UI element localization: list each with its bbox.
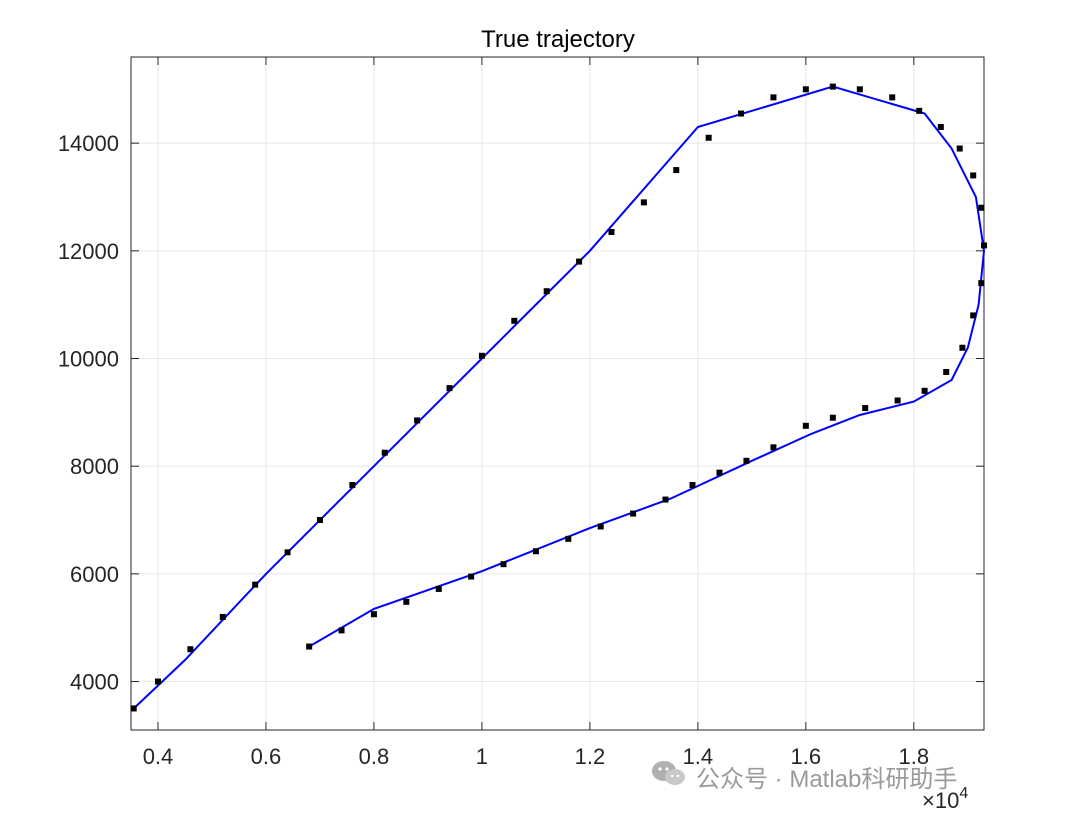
x-tick-label: 1.4 [683,744,714,769]
y-tick-label: 8000 [70,454,119,479]
trajectory-marker [743,457,750,464]
trajectory-marker [981,242,987,249]
trajectory-marker [219,613,226,620]
y-tick-label: 6000 [70,562,119,587]
watermark-text: 公众号 · Matlab科研助手 [696,766,958,793]
trajectory-marker [511,317,518,324]
measurement-markers [130,83,987,712]
x-exponent-power: 4 [959,785,968,802]
trajectory-marker [894,397,901,404]
trajectory-marker [349,482,356,489]
y-tick-label: 4000 [70,670,119,695]
trajectory-marker [597,523,604,530]
trajectory-marker [829,83,836,90]
x-tick-labels: 0.4 0.6 0.8 1 1.2 1.4 1.6 1.8 [143,744,929,769]
trajectory-marker [705,134,712,141]
y-tick-label: 10000 [58,347,119,372]
trajectory-marker [543,288,550,295]
y-tick-label: 14000 [58,131,119,156]
trajectory-marker [154,678,161,685]
trajectory-marker [478,352,485,359]
trajectory-marker [608,228,615,235]
trajectory-marker [446,385,453,392]
trajectory-marker [468,573,475,580]
trajectory-marker [565,535,572,542]
trajectory-marker [673,167,680,174]
trajectory-marker [435,585,442,592]
tick-marks [131,57,984,730]
trajectory-marker [640,199,647,206]
y-tick-labels: 4000 6000 8000 10000 12000 14000 [58,131,119,694]
trajectory-marker [187,646,194,653]
x-tick-label: 1.6 [791,744,822,769]
trajectory-marker [856,86,863,93]
trajectory-marker [802,422,809,429]
trajectory-marker [306,643,313,650]
trajectory-marker [576,258,583,265]
trajectory-marker [403,598,410,605]
watermark: 公众号 · Matlab科研助手 [650,758,957,795]
trajectory-marker [970,172,977,179]
trajectory-marker [370,611,377,618]
trajectory-marker [802,86,809,93]
trajectory-marker [959,344,966,351]
trajectory-marker [689,482,696,489]
x-tick-label: 0.6 [251,744,282,769]
trajectory-marker [630,510,637,517]
trajectory-marker [921,387,928,394]
grid-lines [131,57,984,730]
trajectory-marker [716,469,723,476]
trajectory-marker [532,548,539,555]
trajectory-marker [916,107,923,114]
axes-frame [130,56,985,731]
x-tick-label: 0.4 [143,744,174,769]
trajectory-marker [316,517,323,524]
x-tick-label: 0.8 [359,744,390,769]
trajectory-marker [889,94,896,101]
trajectory-marker [500,561,507,568]
trajectory-marker [943,368,950,375]
trajectory-marker [956,145,963,152]
trajectory-marker [970,312,977,319]
x-exponent-label: ×104 [922,785,968,813]
trajectory-marker [978,204,985,211]
trajectory-marker [338,627,345,634]
trajectory-marker [770,94,777,101]
x-tick-label: 1.2 [575,744,606,769]
trajectory-marker [130,705,137,712]
trajectory-marker [662,496,669,503]
trajectory-marker [770,444,777,451]
trajectory-marker [862,405,869,412]
trajectory-marker [284,549,291,556]
trajectory-marker [829,414,836,421]
true-trajectory-line [133,85,986,710]
x-tick-label: 1 [476,744,488,769]
y-tick-label: 12000 [58,239,119,264]
x-tick-label: 1.8 [899,744,930,769]
trajectory-marker [381,449,388,456]
trajectory-marker [978,280,985,287]
trajectory-marker [252,581,259,588]
trajectory-marker [738,110,745,117]
chart-title: True trajectory [481,26,635,53]
trajectory-marker [414,417,421,424]
wechat-icon [650,758,688,795]
trajectory-marker [937,123,944,130]
